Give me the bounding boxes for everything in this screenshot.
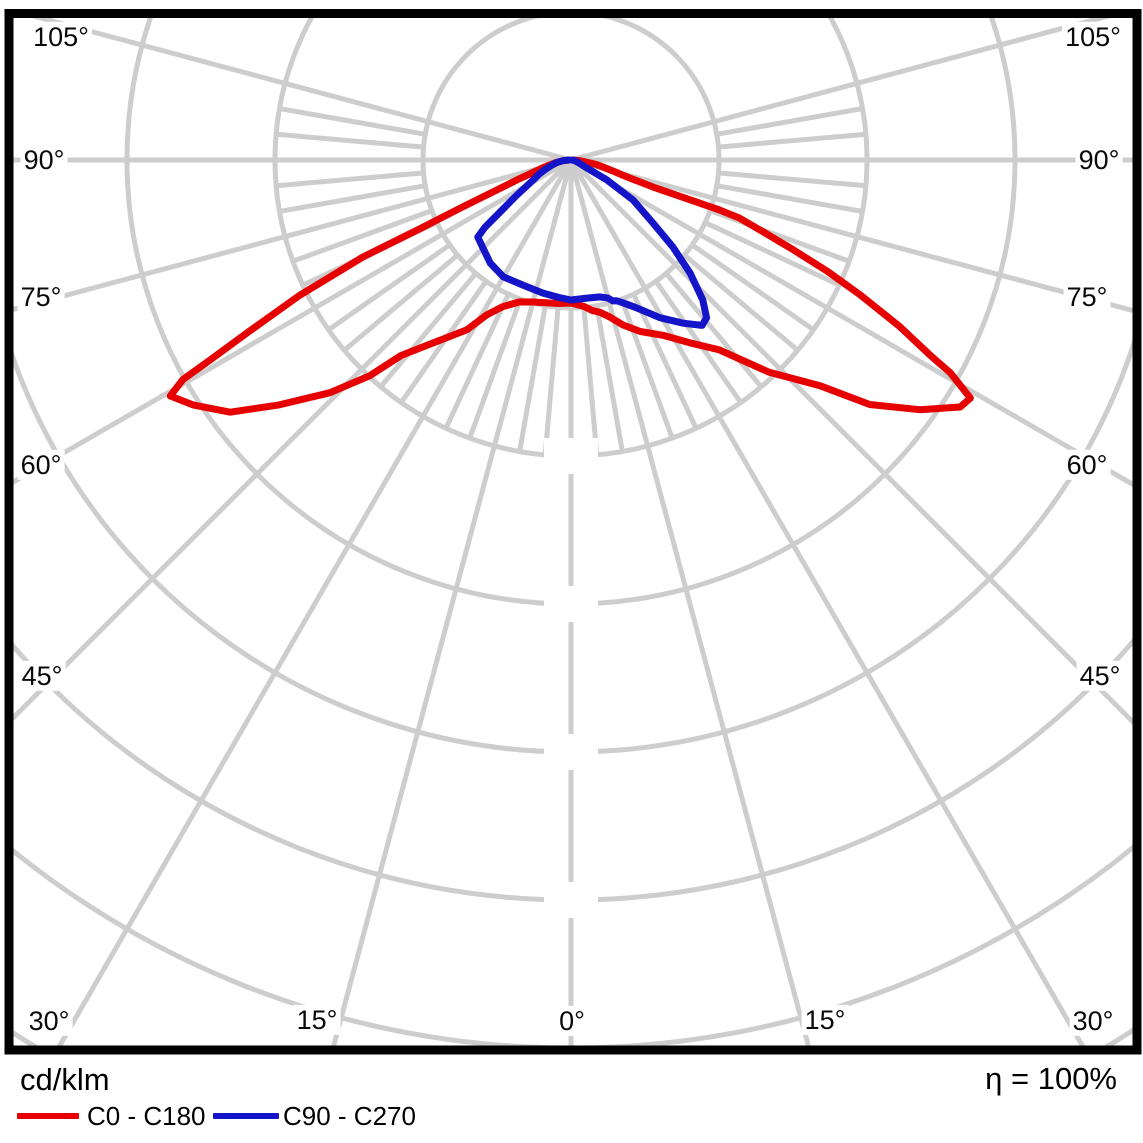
angle-label-45deg: 45° — [1076, 660, 1124, 692]
angle-label-45deg: 45° — [18, 660, 66, 692]
angle-label-30deg: 30° — [1069, 1005, 1117, 1037]
legend: cd/klm η = 100% C0 - C180 C90 - C270 — [0, 1055, 1143, 1143]
legend-swatch-c90-c270 — [213, 1113, 279, 1119]
legend-swatch-c0-c180 — [17, 1113, 79, 1119]
angle-label-75deg: 75° — [1063, 281, 1111, 313]
curve-c0-c180 — [166, 156, 974, 416]
plot-border — [4, 9, 1142, 1055]
angle-label-0deg: 0° — [556, 1005, 588, 1037]
axis-label-masks — [544, 438, 598, 918]
angle-label-60deg: 60° — [1063, 449, 1111, 481]
curve-c90-c270 — [474, 156, 711, 329]
legend-row: C0 - C180 C90 - C270 — [0, 1101, 1143, 1131]
angle-label-30deg: 30° — [25, 1005, 73, 1037]
efficiency-label: η = 100% — [985, 1061, 1117, 1096]
angle-label-15deg: 15° — [801, 1004, 849, 1036]
unit-label: cd/klm — [20, 1062, 110, 1097]
angle-label-105deg: 105° — [1062, 21, 1124, 53]
angle-label-60deg: 60° — [17, 449, 65, 481]
angle-label-15deg: 15° — [293, 1004, 341, 1036]
legend-label-c0-c180: C0 - C180 — [87, 1101, 206, 1131]
angle-label-105deg: 105° — [30, 21, 92, 53]
angle-label-90deg: 90° — [20, 144, 68, 176]
legend-label-c90-c270: C90 - C270 — [283, 1101, 416, 1131]
angle-label-75deg: 75° — [17, 281, 65, 313]
angle-label-90deg: 90° — [1075, 144, 1123, 176]
